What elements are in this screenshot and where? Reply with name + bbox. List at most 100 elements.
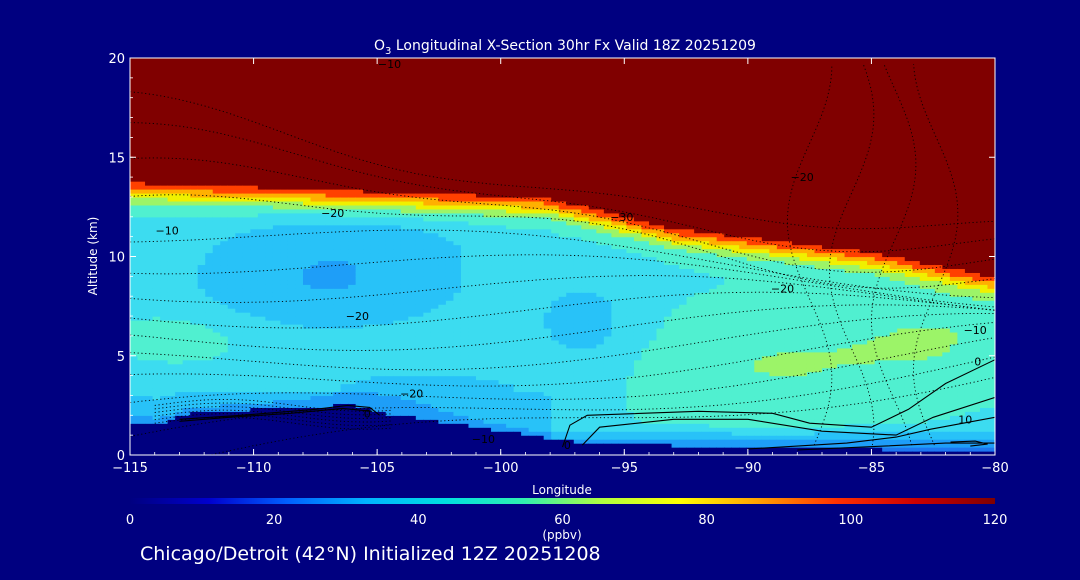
- field-cell: [145, 284, 154, 289]
- field-cell: [167, 101, 176, 107]
- field-cell: [318, 208, 327, 214]
- field-cell: [468, 264, 477, 270]
- field-cell: [272, 387, 282, 393]
- field-cell: [476, 288, 485, 293]
- field-cell: [167, 216, 176, 222]
- field-cell: [378, 383, 387, 389]
- field-cell: [227, 371, 236, 377]
- field-cell: [227, 137, 236, 142]
- field-cell: [423, 304, 432, 309]
- field-cell: [363, 331, 372, 337]
- field-cell: [340, 212, 349, 218]
- field-cell: [257, 117, 266, 123]
- field-cell: [483, 181, 492, 186]
- field-cell: [438, 359, 447, 365]
- field-cell: [272, 208, 282, 214]
- field-cell: [318, 169, 327, 174]
- field-cell: [130, 145, 139, 150]
- field-cell: [287, 316, 297, 321]
- field-cell: [287, 331, 297, 337]
- field-cell: [287, 451, 297, 455]
- field-cell: [137, 447, 146, 452]
- field-cell: [378, 395, 387, 401]
- field-cell: [453, 347, 462, 353]
- field-cell: [445, 181, 455, 186]
- field-cell: [250, 177, 259, 182]
- field-cell: [212, 161, 221, 166]
- field-cell: [460, 276, 470, 281]
- field-cell: [220, 165, 229, 170]
- field-cell: [250, 367, 259, 373]
- field-cell: [408, 419, 417, 424]
- field-cell: [295, 427, 304, 432]
- field-cell: [445, 153, 455, 158]
- field-cell: [333, 363, 342, 369]
- field-cell: [318, 117, 327, 123]
- field-cell: [348, 387, 357, 393]
- field-cell: [182, 284, 191, 289]
- field-cell: [370, 244, 379, 250]
- field-cell: [483, 189, 492, 194]
- field-cell: [242, 129, 251, 135]
- field-cell: [370, 316, 379, 321]
- field-cell: [145, 399, 154, 404]
- field-cell: [287, 399, 297, 404]
- field-cell: [182, 260, 191, 266]
- field-cell: [483, 244, 492, 250]
- field-cell: [430, 264, 439, 270]
- field-cell: [287, 363, 297, 369]
- field-cell: [498, 173, 507, 178]
- field-cell: [333, 232, 342, 238]
- field-cell: [318, 276, 327, 281]
- field-cell: [408, 248, 417, 254]
- field-cell: [205, 316, 214, 321]
- field-cell: [235, 447, 244, 452]
- field-cell: [310, 192, 319, 198]
- field-cell: [476, 129, 485, 135]
- field-cell: [423, 419, 432, 424]
- field-cell: [272, 320, 282, 325]
- field-cell: [205, 375, 214, 381]
- field-cell: [220, 327, 229, 333]
- field-cell: [415, 58, 424, 63]
- field-cell: [175, 435, 184, 440]
- field-cell: [295, 323, 304, 329]
- field-cell: [438, 256, 447, 262]
- field-cell: [235, 165, 244, 170]
- field-cell: [272, 97, 282, 103]
- field-cell: [190, 316, 199, 321]
- field-cell: [280, 200, 289, 206]
- field-cell: [205, 423, 214, 428]
- field-cell: [318, 427, 327, 432]
- field-cell: [152, 204, 161, 210]
- field-cell: [190, 232, 199, 238]
- field-cell: [145, 73, 154, 79]
- field-cell: [167, 383, 176, 389]
- field-cell: [220, 244, 229, 250]
- field-cell: [197, 129, 206, 135]
- field-cell: [242, 327, 251, 333]
- field-cell: [423, 145, 432, 150]
- field-cell: [355, 272, 364, 277]
- field-cell: [491, 208, 500, 214]
- field-cell: [212, 351, 221, 357]
- field-cell: [408, 101, 417, 107]
- field-cell: [190, 224, 199, 230]
- field-cell: [137, 403, 146, 408]
- field-cell: [265, 395, 274, 401]
- field-cell: [340, 224, 349, 230]
- field-cell: [235, 371, 244, 377]
- field-cell: [393, 316, 402, 321]
- field-cell: [167, 153, 176, 158]
- field-cell: [393, 105, 402, 111]
- field-cell: [430, 375, 439, 381]
- field-cell: [295, 276, 304, 281]
- field-cell: [303, 173, 312, 178]
- field-cell: [325, 431, 334, 436]
- field-cell: [242, 451, 251, 455]
- field-cell: [370, 81, 379, 87]
- field-cell: [370, 200, 379, 206]
- field-cell: [145, 185, 154, 190]
- field-cell: [430, 331, 439, 337]
- field-cell: [430, 256, 439, 262]
